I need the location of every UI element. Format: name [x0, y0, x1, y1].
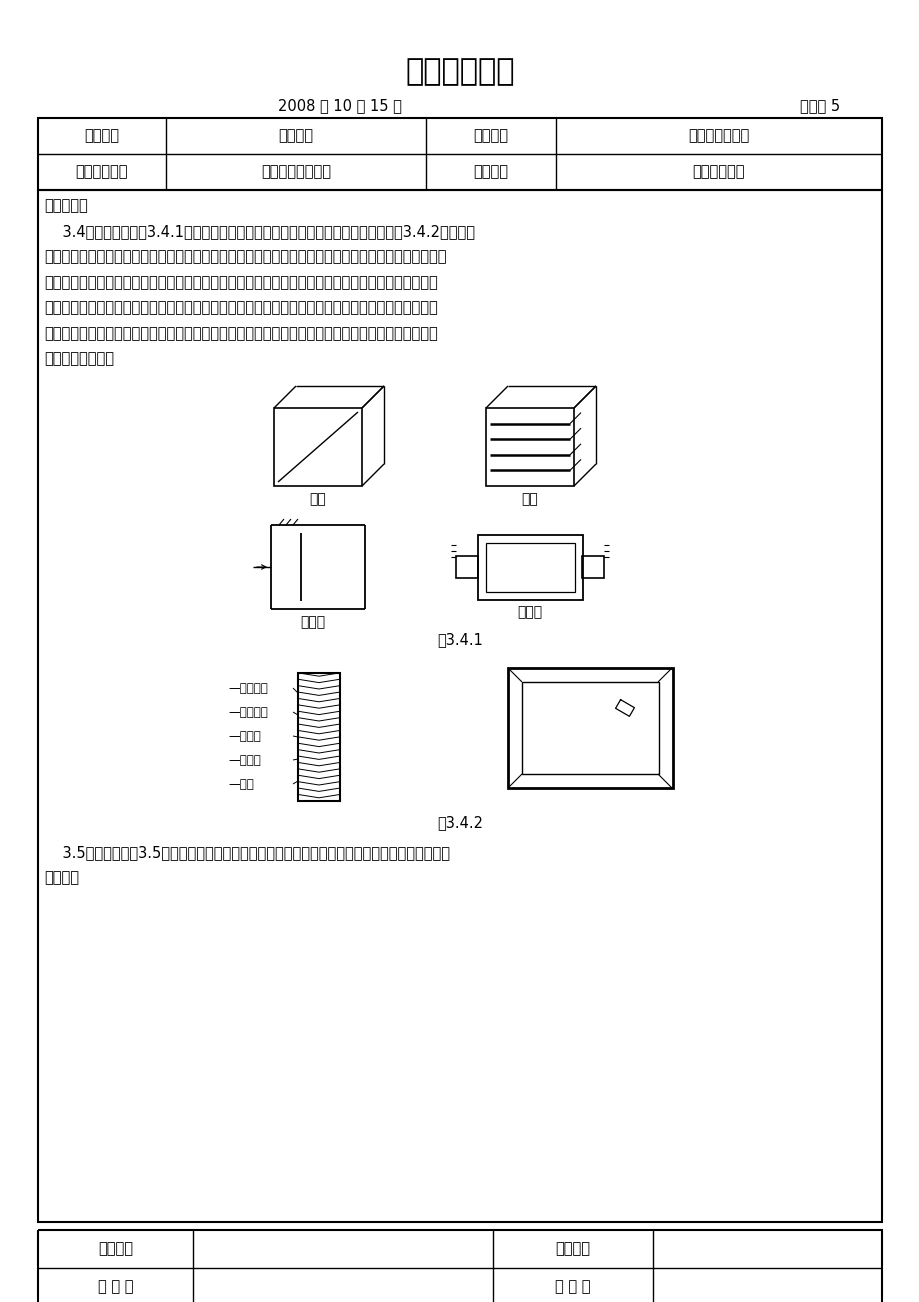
Text: 的尺寸。: 的尺寸。	[44, 871, 79, 885]
Bar	[582, 556, 604, 578]
Text: 图3.4.1: 图3.4.1	[437, 633, 482, 647]
Bar	[507, 668, 673, 788]
Bar	[478, 535, 583, 600]
Text: 交 底 人: 交 底 人	[97, 1280, 133, 1294]
Text: 设适当的托挡板。: 设适当的托挡板。	[44, 352, 114, 366]
Bar	[298, 673, 340, 801]
Text: 迷宫式: 迷宫式	[301, 615, 325, 629]
Bar	[38, 118, 881, 190]
Text: —保护网: —保护网	[228, 754, 260, 767]
Text: 分项工程名称: 分项工程名称	[75, 164, 128, 180]
Text: 施工单位: 施工单位	[473, 164, 508, 180]
Text: —覆面材料: —覆面材料	[228, 706, 267, 719]
Text: 交底内容：: 交底内容：	[44, 198, 87, 214]
Bar	[274, 408, 361, 486]
Text: 3.5抗性消声器图3.5是利用管道内截面突变，起到消声作用。加工制作时，不能任意改变膨胀室: 3.5抗性消声器图3.5是利用管道内截面突变，起到消声作用。加工制作时，不能任意…	[44, 845, 449, 861]
Text: 施管表 5: 施管表 5	[799, 99, 839, 113]
Text: —消声材料: —消声材料	[228, 681, 267, 694]
Text: 覆面材料制成。在填充吸声材料时，应按设计的容重，厚度等要求铺放均匀，覆面层不得破损。装钉吸: 覆面材料制成。在填充吸声材料时，应按设计的容重，厚度等要求铺放均匀，覆面层不得破…	[44, 275, 437, 290]
Bar	[485, 408, 573, 486]
Text: 消声器制作与安装: 消声器制作与安装	[261, 164, 331, 180]
Text: 图3.4.2: 图3.4.2	[437, 815, 482, 831]
Text: 分部工程: 分部工程	[473, 129, 508, 143]
Text: 筋制成木框（如设计要求用金属结构，则按设计要求加工），内填超细玻璃棉等吸声材料，外包玻璃布等: 筋制成木框（如设计要求用金属结构，则按设计要求加工），内填超细玻璃棉等吸声材料，…	[44, 250, 446, 264]
Text: 工程名称: 工程名称	[85, 129, 119, 143]
Text: 3.4阻性消声器（图3.4.1）在加工时，内部尺寸不能随意改变。其阻性消声片（图3.4.2）是用木: 3.4阻性消声器（图3.4.1）在加工时，内部尺寸不能随意改变。其阻性消声片（图…	[44, 224, 474, 240]
Text: —外框: —外框	[228, 777, 254, 790]
Text: 声片时，与气流接触部分均用漆泡钉，其余部分用鞋钉装钉。钉泡钉时，在泡钉处加一层垫片，可减少: 声片时，与气流接触部分均用漆泡钉，其余部分用鞋钉装钉。钉泡钉时，在泡钉处加一层垫…	[44, 301, 437, 315]
Bar	[521, 682, 658, 773]
Bar	[38, 1230, 881, 1302]
Text: 接收单位: 接收单位	[555, 1242, 590, 1256]
Text: 通风与空调工程: 通风与空调工程	[687, 129, 749, 143]
Text: 管式: 管式	[310, 492, 326, 506]
Text: 片式: 片式	[521, 492, 538, 506]
Text: 2008 年 10 月 15 日: 2008 年 10 月 15 日	[278, 99, 402, 113]
Text: 技术交底记录: 技术交底记录	[404, 57, 515, 86]
Text: 中天宝业集团: 中天宝业集团	[692, 164, 744, 180]
Text: 节能大厦: 节能大厦	[278, 129, 313, 143]
Text: 接 收 人: 接 收 人	[555, 1280, 590, 1294]
Text: 单室式: 单室式	[516, 605, 542, 618]
Text: —托挡板: —托挡板	[228, 729, 260, 742]
Text: 破损现象。对于容积较大的吸声片，为了防止因消声器安装或移动而造成吸声材料下沉，可在容腔内装: 破损现象。对于容积较大的吸声片，为了防止因消声器安装或移动而造成吸声材料下沉，可…	[44, 326, 437, 341]
Bar	[456, 556, 478, 578]
Bar	[38, 190, 881, 1223]
Text: 交底单位: 交底单位	[98, 1242, 133, 1256]
Bar	[485, 543, 574, 592]
